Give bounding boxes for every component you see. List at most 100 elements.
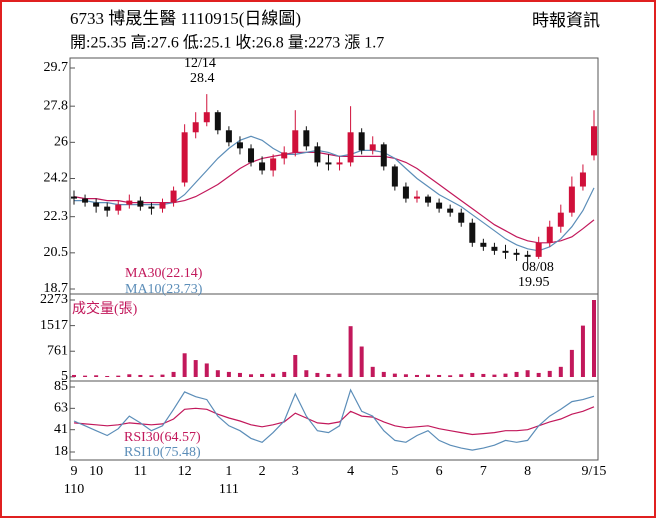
candle-body [557,212,564,227]
candle-body [148,206,155,209]
bar [403,374,408,377]
y-tick-label: 5 [61,369,68,384]
bar [569,349,574,377]
bar [348,326,353,377]
y-tick-label: 27.8 [44,98,69,113]
bar [204,363,209,377]
y-tick-label: 26 [54,135,68,150]
bar [514,371,519,377]
x-year-label: 110 [64,482,84,497]
bar [592,300,596,377]
y-tick-label: 18.7 [44,281,69,296]
x-tick-label: 3 [292,464,299,479]
bar [315,372,320,377]
candle-body [568,186,575,213]
y-tick-label: 2273 [40,292,68,307]
legend-label: MA10(23.73) [125,282,203,297]
bar [149,375,154,377]
candle-body [425,196,432,203]
candle-body [137,200,144,207]
line [73,406,595,436]
candle-body [579,172,586,187]
candle-body [380,144,387,167]
candle-body [358,132,365,151]
bar [381,371,386,377]
bar [260,373,265,377]
bar [448,375,453,377]
bar [293,354,298,377]
legend-label: MA30(22.14) [125,266,203,281]
title: 6733 博晟生醫 1110915(日線圖) [70,9,301,28]
bar [426,374,431,377]
bar [536,372,541,377]
candle-body [236,142,243,149]
candle-body [292,130,299,153]
bar [83,375,88,377]
candle-body [413,196,420,199]
candle-body [281,152,288,159]
bar [72,374,76,377]
bar [459,374,464,377]
candle-body [214,112,221,131]
annotation: 12/14 [184,56,216,71]
legend-label: RSI30(64.57) [124,430,201,445]
y-tick-label: 22.3 [44,209,69,224]
source: 時報資訊 [532,11,600,30]
bar [182,353,187,377]
x-tick-label: 11 [134,464,147,479]
candle-body [314,146,321,163]
x-year-label: 111 [219,482,239,497]
x-tick-label: 6 [436,464,443,479]
candle-body [491,246,498,251]
bar [414,374,419,377]
bar [127,374,132,377]
bar [105,375,110,377]
candle-body [469,222,476,243]
candle-body [126,200,133,205]
bar [525,370,530,377]
y-tick-label: 1517 [40,318,68,333]
bar [492,374,497,377]
x-tick-label: 9 [71,464,78,479]
candle-body [248,148,255,163]
bar [249,374,254,377]
bar [503,373,508,377]
candle-body [303,130,310,147]
y-tick-label: 24.2 [44,171,69,186]
candle-body [159,202,166,209]
y-tick-label: 20.5 [44,245,69,260]
x-tick-label: 2 [259,464,266,479]
x-tick-label: 4 [347,464,354,479]
legend-label: RSI10(75.48) [124,445,201,460]
x-tick-label: 9/15 [582,464,607,479]
bar [271,373,276,377]
candle-body [480,242,487,247]
candle-body [93,202,100,207]
candle-body [524,254,531,257]
summary: 開:25.35 高:27.6 低:25.1 收:26.8 量:2273 漲 1.… [70,34,384,52]
line [73,151,595,244]
bar [547,370,552,377]
bar [580,325,585,377]
x-tick-label: 10 [89,464,103,479]
candle-body [181,132,188,183]
candle-body [325,162,332,165]
bar [481,373,486,377]
bar [370,366,375,377]
y-tick-label: 85 [54,379,68,394]
bar [215,370,220,377]
candle-body [436,202,443,209]
x-tick-label: 7 [480,464,487,479]
bar [337,373,342,377]
candle-body [513,252,520,255]
y-tick-label: 63 [54,401,68,416]
bar [282,371,287,377]
candle-body [192,122,199,133]
annotation: 08/08 [522,260,554,275]
x-tick-label: 12 [178,464,192,479]
candle-body [115,204,122,211]
candle-body [336,162,343,165]
candle-body [447,208,454,213]
y-tick-label: 761 [47,343,68,358]
